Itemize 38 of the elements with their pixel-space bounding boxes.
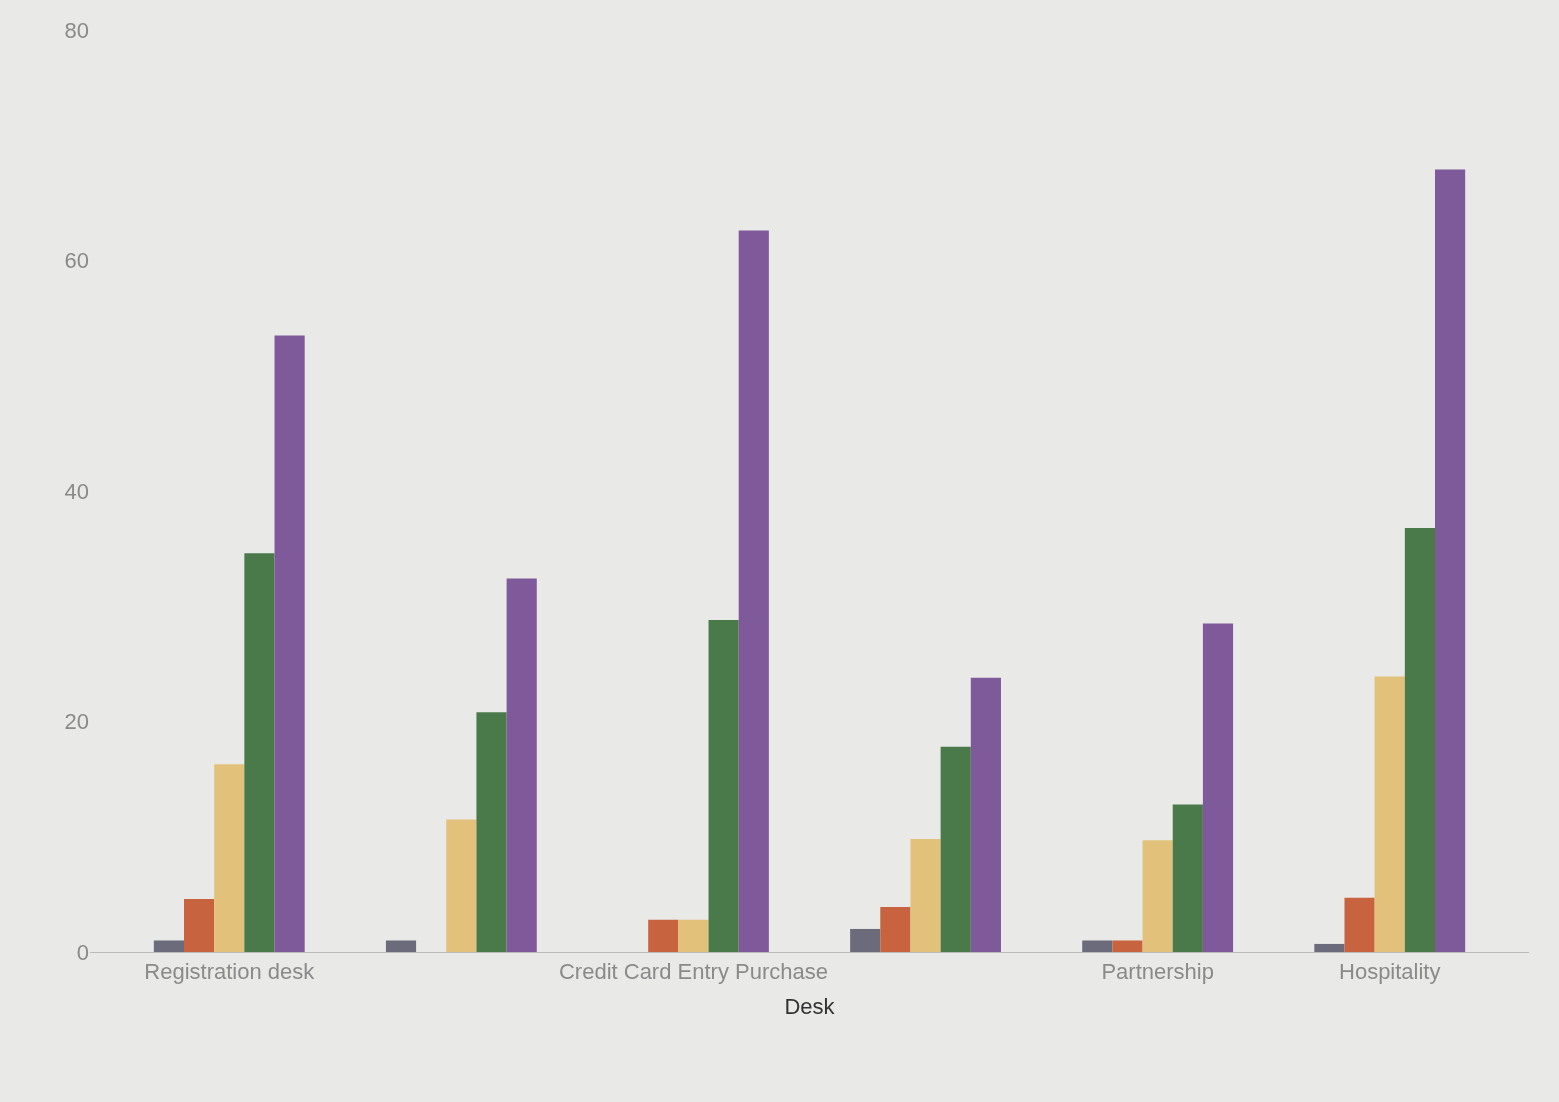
bar bbox=[274, 335, 305, 952]
bar bbox=[648, 919, 679, 952]
x-axis-title: Desk bbox=[784, 994, 836, 1020]
bar bbox=[506, 578, 537, 952]
y-tick-label: 0 bbox=[76, 939, 89, 965]
bar bbox=[446, 819, 477, 952]
bar bbox=[1374, 676, 1405, 952]
bar bbox=[1082, 940, 1113, 952]
y-tick-label: 40 bbox=[64, 478, 89, 504]
x-tick-label: Credit Card Entry Purchase bbox=[558, 959, 828, 985]
bar bbox=[850, 928, 881, 952]
bar bbox=[1112, 940, 1143, 952]
bar bbox=[1344, 897, 1375, 952]
bar bbox=[1314, 943, 1345, 952]
x-tick-label: Partnership bbox=[1101, 959, 1214, 985]
bar bbox=[910, 839, 941, 952]
y-tick-label: 60 bbox=[64, 248, 89, 274]
bar bbox=[214, 764, 245, 952]
bar bbox=[244, 553, 275, 952]
y-tick-label: 80 bbox=[64, 17, 89, 43]
bar bbox=[1142, 840, 1173, 952]
bar bbox=[880, 907, 911, 952]
bar bbox=[385, 940, 417, 952]
bar bbox=[1172, 804, 1203, 952]
bar bbox=[476, 712, 507, 952]
bar bbox=[1435, 169, 1466, 952]
bar bbox=[678, 919, 709, 952]
bar bbox=[184, 898, 215, 952]
bar bbox=[738, 230, 769, 952]
x-tick-label: Hospitality bbox=[1339, 959, 1441, 985]
bar bbox=[153, 940, 184, 952]
y-tick-label: 20 bbox=[64, 709, 89, 735]
bar bbox=[940, 746, 971, 952]
bar bbox=[708, 620, 739, 952]
bar bbox=[1202, 623, 1234, 952]
bar bbox=[1404, 527, 1435, 952]
bar bbox=[970, 677, 1001, 952]
x-tick-label: Registration desk bbox=[144, 959, 316, 985]
